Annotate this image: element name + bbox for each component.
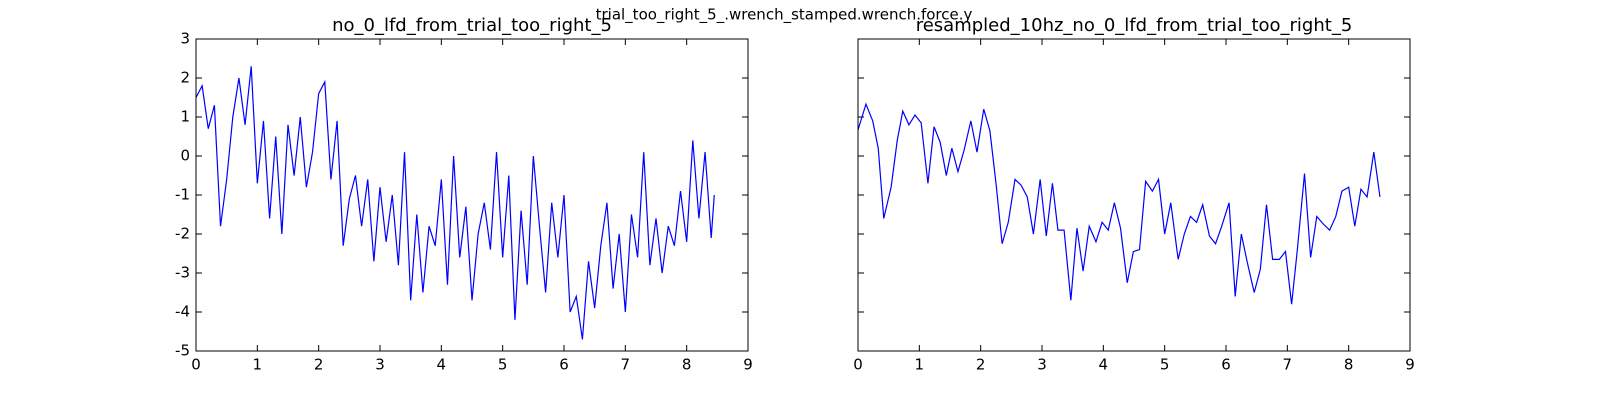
data-line [857, 102, 1381, 305]
x-tick-label: 8 [1344, 356, 1354, 374]
x-tick-label: 7 [621, 356, 631, 374]
x-tick-label: 5 [1160, 356, 1170, 374]
x-tick-label: 0 [853, 356, 863, 374]
x-tick-label: 4 [437, 356, 447, 374]
x-tick-label: 1 [253, 356, 263, 374]
y-tick-label: 1 [180, 108, 190, 126]
x-tick-label: 0 [191, 356, 201, 374]
x-tick-label: 2 [314, 356, 324, 374]
x-tick-label: 3 [375, 356, 385, 374]
x-tick-label: 6 [559, 356, 569, 374]
y-tick-label: 2 [180, 69, 190, 87]
x-tick-label: 4 [1099, 356, 1109, 374]
subplot-title: resampled_10hz_no_0_lfd_from_trial_too_r… [916, 15, 1353, 36]
plot-frame [857, 38, 1411, 352]
y-tick-label: -1 [175, 186, 190, 204]
plot-frame [195, 38, 749, 352]
y-tick-label: 3 [180, 30, 190, 48]
x-tick-label: 2 [976, 356, 986, 374]
subplot-title: no_0_lfd_from_trial_too_right_5 [332, 15, 612, 36]
x-tick-label: 9 [1405, 356, 1415, 374]
x-tick-label: 5 [498, 356, 508, 374]
x-tick-label: 1 [915, 356, 925, 374]
y-tick-label: -4 [175, 303, 190, 321]
figure-title: trial_too_right_5_.wrench_stamped.wrench… [596, 6, 973, 25]
x-tick-label: 9 [743, 356, 753, 374]
x-tick-label: 3 [1037, 356, 1047, 374]
data-line [195, 66, 715, 340]
y-tick-label: -3 [175, 264, 190, 282]
x-tick-label: 8 [682, 356, 692, 374]
y-tick-label: -2 [175, 225, 190, 243]
y-tick-label: 0 [180, 147, 190, 165]
x-tick-label: 7 [1283, 356, 1293, 374]
y-tick-label: -5 [175, 342, 190, 360]
x-tick-label: 6 [1221, 356, 1231, 374]
